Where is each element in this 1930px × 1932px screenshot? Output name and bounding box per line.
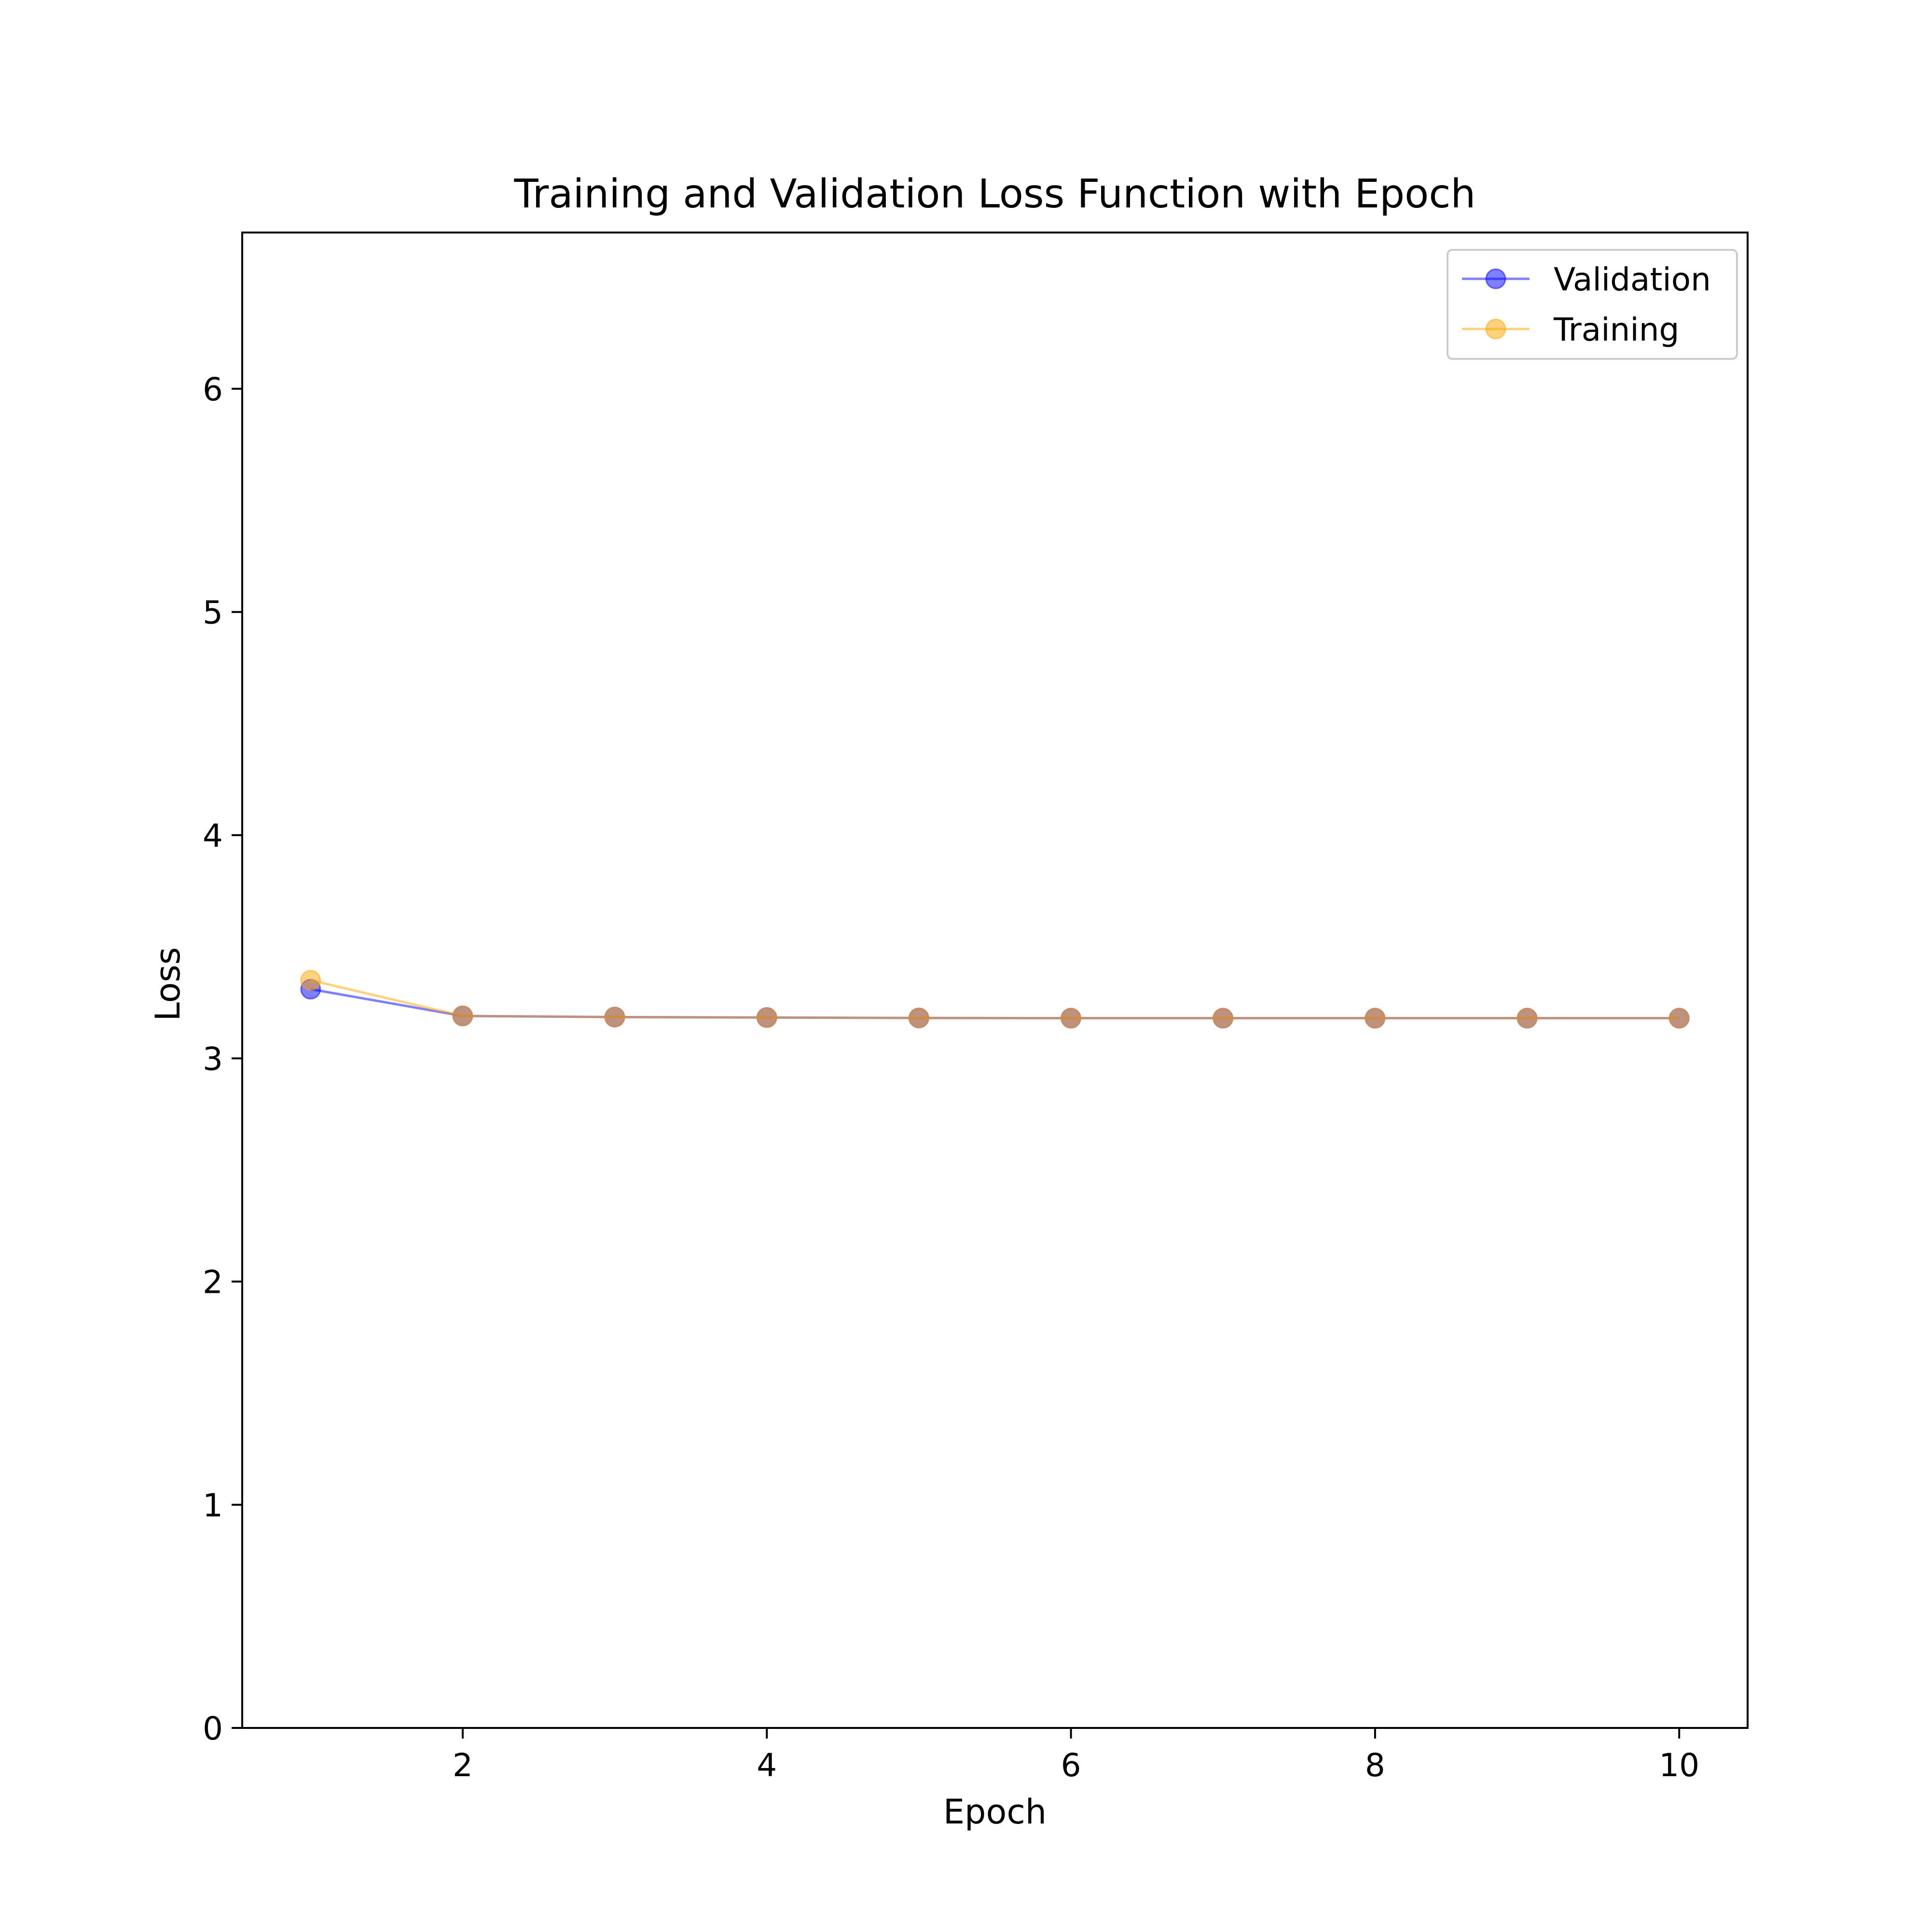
legend-label-training: Training <box>1553 311 1679 348</box>
axes-frame <box>241 232 1749 1729</box>
data-point-training <box>604 1006 625 1028</box>
legend-marker-training <box>1485 318 1506 340</box>
x-tick-label: 10 <box>1659 1747 1699 1784</box>
y-tick-label: 1 <box>203 1487 223 1524</box>
data-point-training <box>908 1007 929 1028</box>
data-point-training <box>1365 1008 1386 1029</box>
y-tick-label: 5 <box>203 594 223 631</box>
data-point-training <box>1061 1008 1082 1029</box>
data-point-training <box>756 1007 777 1028</box>
y-tick-label: 3 <box>203 1041 223 1078</box>
legend-label-validation: Validation <box>1554 261 1711 298</box>
data-point-training <box>1213 1008 1234 1029</box>
data-point-training <box>300 970 321 991</box>
data-point-training <box>1668 1008 1690 1029</box>
legend: Validation Training <box>1447 249 1738 360</box>
legend-box <box>1447 249 1738 360</box>
x-axis-label: Epoch <box>943 1792 1047 1832</box>
x-tick-label: 4 <box>757 1747 777 1784</box>
series-line-training <box>310 979 1680 1020</box>
data-point-training <box>1516 1008 1538 1029</box>
plot-area: 2 4 6 8 10 0 1 2 3 4 5 6 <box>203 232 1749 1784</box>
y-tick-label: 4 <box>203 817 223 854</box>
y-axis-label: Loss <box>148 947 188 1021</box>
chart-title: Training and Validation Loss Function wi… <box>514 171 1476 217</box>
y-tick-label: 0 <box>203 1710 223 1747</box>
data-point-training <box>452 1005 473 1027</box>
x-tick-label: 2 <box>453 1747 473 1784</box>
x-tick-label: 6 <box>1061 1747 1081 1784</box>
legend-marker-validation <box>1485 268 1506 289</box>
y-tick-label: 6 <box>203 371 223 408</box>
y-tick-label: 2 <box>203 1264 223 1301</box>
x-tick-label: 8 <box>1365 1747 1385 1784</box>
